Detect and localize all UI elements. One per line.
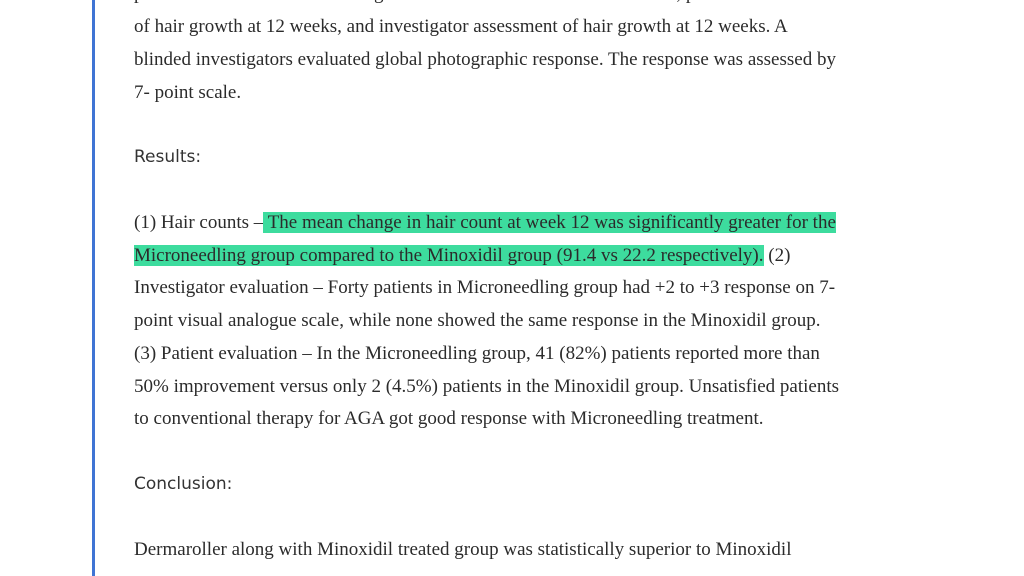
text-span: point visual analogue scale, while none …: [134, 310, 821, 332]
text-span: Investigator evaluation – Forty patients…: [134, 277, 836, 299]
text-line: (1) Hair counts – The mean change in hai…: [134, 210, 836, 236]
highlighted-text: The mean change in hair count at week 12…: [263, 212, 836, 233]
text-line: of hair growth at 12 weeks, and investig…: [134, 16, 788, 37]
section-heading: Conclusion:: [134, 474, 233, 494]
highlighted-text: Microneedling group compared to the Mino…: [134, 244, 764, 266]
text-line: point visual analogue scale, while none …: [134, 308, 821, 334]
text-line: Investigator evaluation – Forty patients…: [134, 275, 835, 301]
text-line: parameters assessed were: change from ba…: [134, 0, 827, 7]
text-span: (1) Hair counts –: [134, 212, 264, 233]
left-border: [92, 0, 95, 576]
text-span: (2): [763, 244, 791, 266]
text-line: blinded investigators evaluated global p…: [134, 49, 836, 70]
text-line: Dermaroller along with Minoxidil treated…: [134, 539, 792, 560]
text-line: 7- point scale.: [134, 82, 242, 103]
text-line: to conventional therapy for AGA got good…: [134, 406, 764, 432]
text-line: Microneedling group compared to the Mino…: [134, 243, 790, 269]
text-line: (3) Patient evaluation – In the Micronee…: [134, 341, 820, 367]
text-span: (3) Patient evaluation – In the Micronee…: [134, 342, 820, 364]
text-span: 50% improvement versus only 2 (4.5%) pat…: [134, 375, 840, 397]
section-heading: Results:: [134, 147, 202, 167]
text-line: 50% improvement versus only 2 (4.5%) pat…: [134, 374, 839, 400]
text-span: to conventional therapy for AGA got good…: [134, 408, 764, 430]
